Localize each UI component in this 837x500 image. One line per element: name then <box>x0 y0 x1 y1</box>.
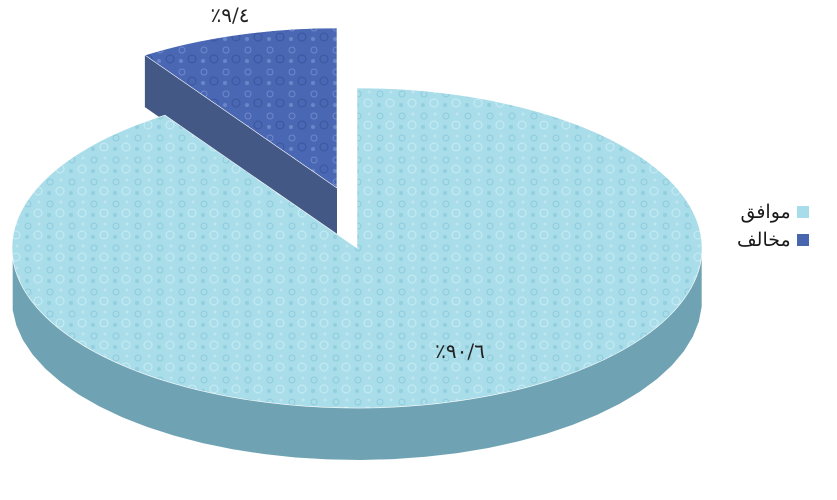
legend-swatch-disagree <box>796 234 809 246</box>
legend-label-disagree: مخالف <box>737 229 791 251</box>
legend-item-agree: موافق <box>737 198 809 226</box>
legend-label-agree: موافق <box>740 201 791 223</box>
slice-disagree <box>144 27 338 189</box>
data-label-agree: ٪٩٠/٦ <box>435 339 485 363</box>
slice-wall-disagree-0 <box>144 55 337 240</box>
slice-agree <box>11 87 703 409</box>
legend-item-disagree: مخالف <box>737 226 809 254</box>
chart-legend: موافق مخالف <box>737 198 809 254</box>
data-label-disagree: ٪٩/٤ <box>211 3 250 27</box>
legend-swatch-agree <box>796 206 809 218</box>
slice-side-agree <box>12 254 702 460</box>
